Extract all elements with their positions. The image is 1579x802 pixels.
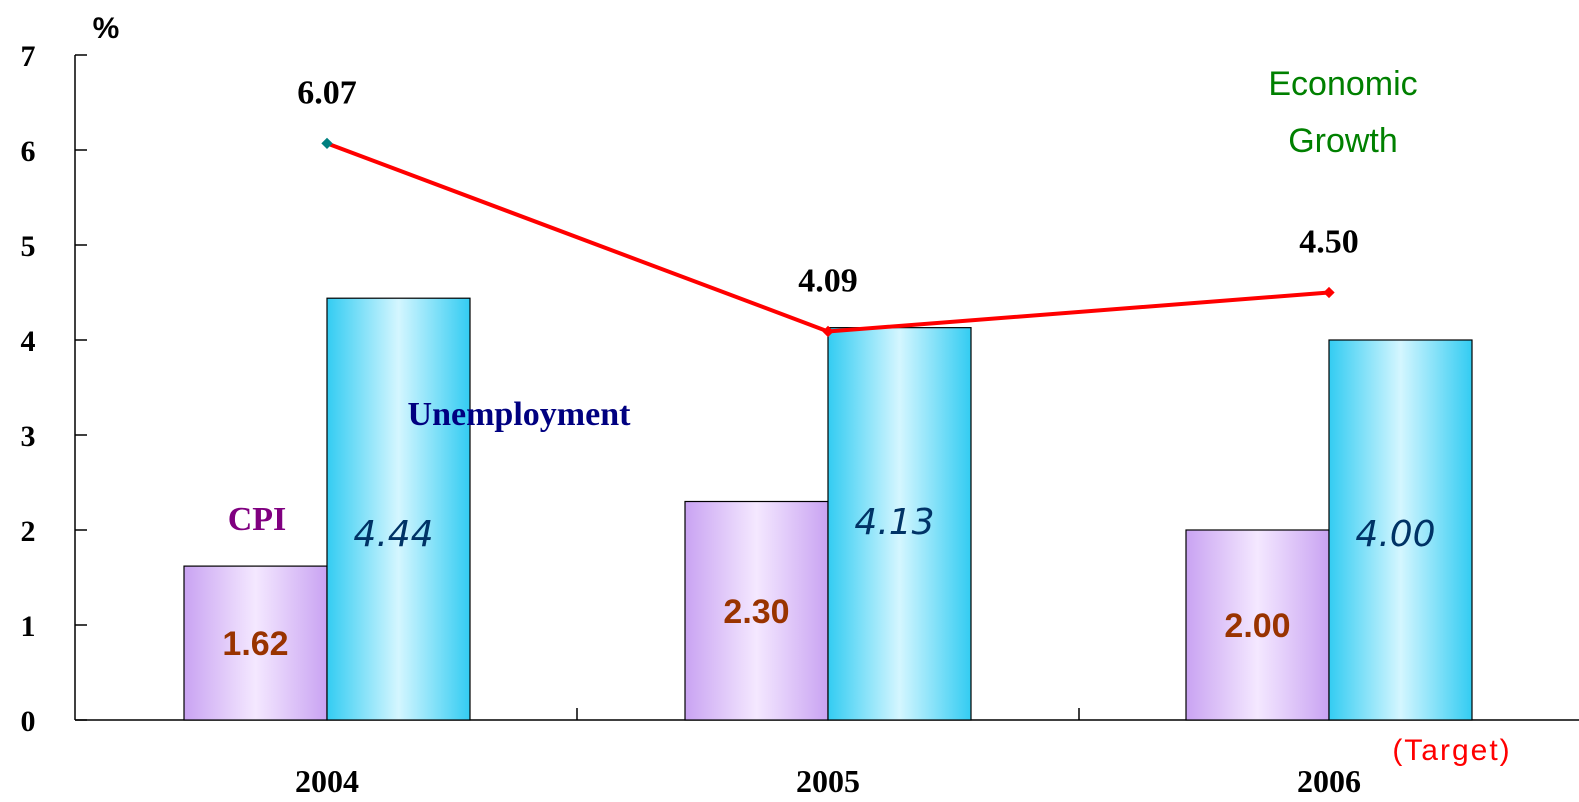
category-label-2004: 2004: [295, 763, 359, 799]
growth-value-label-2006: 4.50: [1299, 224, 1359, 261]
growth-value-label-2005: 4.09: [798, 262, 858, 299]
value-label-unemployment-2006: 4.00: [1355, 514, 1435, 555]
y-tick-label-2: 2: [21, 515, 36, 548]
category-label-2005: 2005: [796, 763, 860, 799]
bars: [183, 297, 1473, 721]
x-axis-ticks: [576, 708, 1080, 720]
growth-line-layer: 6.07 4.09 4.50: [297, 74, 1359, 338]
growth-value-label-2004: 6.07: [297, 74, 357, 111]
y-tick-label-3: 3: [21, 420, 36, 453]
growth-line: [326, 141, 1330, 334]
y-tick-label-0: 0: [21, 705, 36, 738]
series-label-unemployment: Unemployment: [408, 396, 632, 433]
growth-point-2004: [321, 137, 333, 150]
bar-cpi-2004: [183, 565, 328, 721]
y-tick-label-5: 5: [21, 230, 36, 263]
series-label-growth-line2: Growth: [1288, 122, 1398, 160]
y-tick-label-4: 4: [21, 325, 36, 358]
category-label-2006: 2006: [1297, 763, 1361, 799]
y-axis-ticks: 0 1 2 3 4 5 6 7: [21, 40, 87, 738]
bar-unemployment-2004: [326, 297, 471, 721]
value-label-cpi-2004: 1.62: [222, 625, 288, 663]
bar-cpi-2006: [1185, 529, 1330, 721]
value-label-unemployment-2005: 4.13: [854, 502, 934, 543]
growth-point-2005: [822, 325, 834, 338]
growth-point-2006: [1323, 286, 1335, 299]
unit-label: %: [93, 12, 120, 45]
series-label-growth-line1: Economic: [1268, 65, 1417, 103]
bar-cpi-2005: [684, 500, 829, 721]
value-label-cpi-2005: 2.30: [723, 593, 789, 631]
target-note: (Target): [1392, 734, 1511, 767]
bar-unemployment-2006: [1328, 339, 1473, 721]
y-tick-label-6: 6: [21, 135, 36, 168]
y-tick-label-7: 7: [21, 40, 36, 73]
series-label-cpi: CPI: [228, 501, 287, 538]
value-label-unemployment-2004: 4.44: [353, 514, 433, 555]
bar-value-labels: 1.62 4.44 2.30 4.13 2.00 4.00: [222, 502, 1435, 663]
y-tick-label-1: 1: [21, 610, 36, 643]
value-label-cpi-2006: 2.00: [1224, 607, 1290, 645]
